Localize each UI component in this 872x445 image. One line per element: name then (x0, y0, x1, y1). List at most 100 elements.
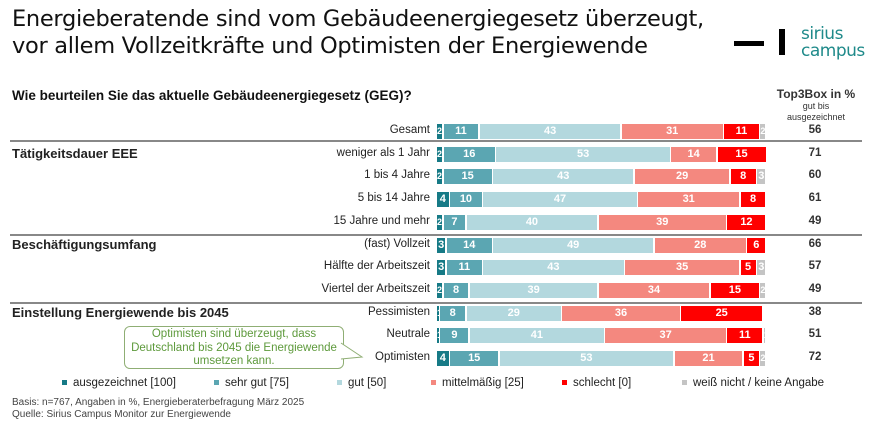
bar-segment-mittelmäßig: 36 (562, 305, 680, 321)
legend-swatch (337, 380, 342, 386)
top3-value: 71 (808, 146, 822, 159)
legend-label: mittelmäßig [25] (442, 377, 524, 389)
row-label: weniger als 1 Jahr (336, 146, 430, 159)
bar-segment-ausgezeichnet: 3 (437, 237, 446, 253)
top3-value: 56 (808, 124, 822, 136)
bar-segment-ausgezeichnet: 2 (437, 169, 443, 185)
bar-segment-schlecht: 6 (747, 237, 766, 253)
title-line-2: vor allem Vollzeitkräfte und Optimisten … (12, 33, 648, 59)
bar-segment-schlecht: 15 (710, 282, 759, 298)
bar-segment-gut: 53 (499, 351, 674, 366)
bar-segment-sehr: 16 (443, 146, 495, 162)
bar-segment-mittelmäßig: 28 (654, 237, 746, 253)
bar-segment-mittelmäßig: 37 (605, 328, 726, 344)
bar-segment-gut: 43 (483, 260, 624, 276)
bar-segment-schlecht: 5 (743, 351, 759, 366)
row-label: Pessimisten (368, 305, 430, 318)
bar-segment-sehr: 9 (440, 328, 469, 344)
row-label: 15 Jahre und mehr (333, 214, 430, 227)
group-separator (10, 140, 862, 142)
callout-annotation: Optimisten sind überzeugt, dass Deutschl… (124, 326, 344, 369)
bar-segment-mittelmäßig: 31 (638, 192, 740, 208)
bar-segment-mittelmäßig: 21 (674, 351, 743, 366)
bar-segment-gut: 47 (483, 192, 637, 208)
bar-segment-sehr: 11 (443, 124, 479, 139)
bar-segment-mittelmäßig: 31 (621, 124, 723, 139)
bar-segment-weiß: 2 (760, 351, 766, 366)
bar-segment-gut: 29 (466, 305, 561, 321)
bar-segment-sehr: 11 (446, 260, 482, 276)
row-label: Neutrale (386, 328, 430, 341)
bar-segment-weiß: 3 (757, 260, 766, 276)
bar-segment-schlecht: 12 (727, 214, 766, 230)
footer-basis: Basis: n=767, Angaben in %, Energieberat… (12, 397, 305, 408)
bar-segment-sehr: 15 (450, 351, 499, 366)
bar-segment-sehr: 15 (443, 169, 492, 185)
title-line-1: Energieberatende sind vom Gebäudeenergie… (12, 6, 704, 32)
bar-segment-schlecht: 11 (724, 124, 759, 139)
bar-segment-ausgezeichnet: 2 (437, 124, 443, 139)
legend-item: ausgezeichnet [100] (62, 377, 176, 389)
logo-dash (734, 41, 764, 46)
row-label: (fast) Vollzeit (364, 237, 430, 250)
bar-segment-mittelmäßig: 14 (671, 146, 716, 162)
bar-segment-weiß: 2 (760, 282, 766, 298)
bar-segment-schlecht: 8 (740, 192, 766, 208)
row-label: Viertel der Arbeitszeit (321, 282, 430, 295)
legend-swatch (562, 380, 567, 386)
bar-segment-sehr: 10 (450, 192, 482, 208)
footer-source: Quelle: Sirius Campus Monitor zur Energi… (12, 409, 231, 420)
logo-text: sirius campus (801, 24, 865, 61)
row-label: Gesamt (389, 124, 430, 136)
legend-item: schlecht [0] (562, 377, 631, 389)
group-label: Tätigkeitsdauer EEE (12, 145, 138, 161)
bar-segment-sehr: 7 (443, 214, 466, 230)
legend-swatch (431, 380, 436, 386)
top3-value: 49 (808, 282, 822, 295)
bar-segment-ausgezeichnet: 3 (437, 260, 446, 276)
bar-segment-schlecht: 8 (730, 169, 756, 185)
bar-segment-sehr: 14 (446, 237, 492, 253)
bar-segment-schlecht: 11 (727, 328, 763, 344)
bar-segment-schlecht: 15 (717, 146, 766, 162)
group-label: Einstellung Energiewende bis 2045 (12, 304, 229, 320)
bar-segment-weiß: 1 (763, 328, 766, 344)
bar-segment-ausgezeichnet: 2 (437, 282, 443, 298)
top3-value: 60 (808, 169, 822, 182)
legend-label: ausgezeichnet [100] (73, 377, 176, 389)
bar-segment-mittelmäßig: 39 (598, 214, 726, 230)
legend-item: weiß nicht / keine Angabe (682, 377, 824, 389)
bar-segment-gut: 43 (493, 169, 634, 185)
bar-segment-gut: 40 (466, 214, 598, 230)
legend-label: schlecht [0] (573, 377, 632, 389)
bar-segment-sehr: 8 (440, 305, 466, 321)
bar-segment-schlecht: 25 (681, 305, 763, 321)
row-label: Optimisten (375, 351, 430, 363)
bar-segment-ausgezeichnet: 1 (437, 305, 439, 321)
top3-value: 51 (808, 328, 822, 341)
bar-segment-gut: 43 (479, 124, 621, 139)
logo-bar (779, 29, 785, 55)
bar-segment-ausgezeichnet: 4 (437, 192, 449, 208)
legend-item: gut [50] (337, 377, 386, 389)
bar-segment-schlecht: 5 (740, 260, 756, 276)
bar-segment-weiß: 2 (760, 124, 766, 139)
legend-label: weiß nicht / keine Angabe (693, 377, 825, 389)
top3-header: Top3Box in % gut bis ausgezeichnet (776, 87, 856, 122)
bar-segment-gut: 39 (470, 282, 598, 298)
top3-value: 61 (808, 192, 822, 205)
group-label: Beschäftigungsumfang (12, 236, 157, 252)
legend-label: sehr gut [75] (225, 377, 289, 389)
legend-label: gut [50] (348, 377, 387, 389)
top3-value: 57 (808, 260, 822, 273)
chart-title: Energieberatende sind vom Gebäudeenergie… (12, 6, 704, 60)
bar-segment-mittelmäßig: 34 (598, 282, 710, 298)
top3-value: 49 (808, 214, 822, 227)
legend-swatch (682, 380, 687, 386)
top3-value: 72 (808, 351, 822, 363)
callout-pointer (340, 342, 364, 360)
bar-segment-weiß: 3 (757, 169, 766, 185)
bar-segment-ausgezeichnet: 4 (437, 351, 449, 366)
group-separator (10, 234, 862, 236)
bar-segment-sehr: 8 (443, 282, 469, 298)
